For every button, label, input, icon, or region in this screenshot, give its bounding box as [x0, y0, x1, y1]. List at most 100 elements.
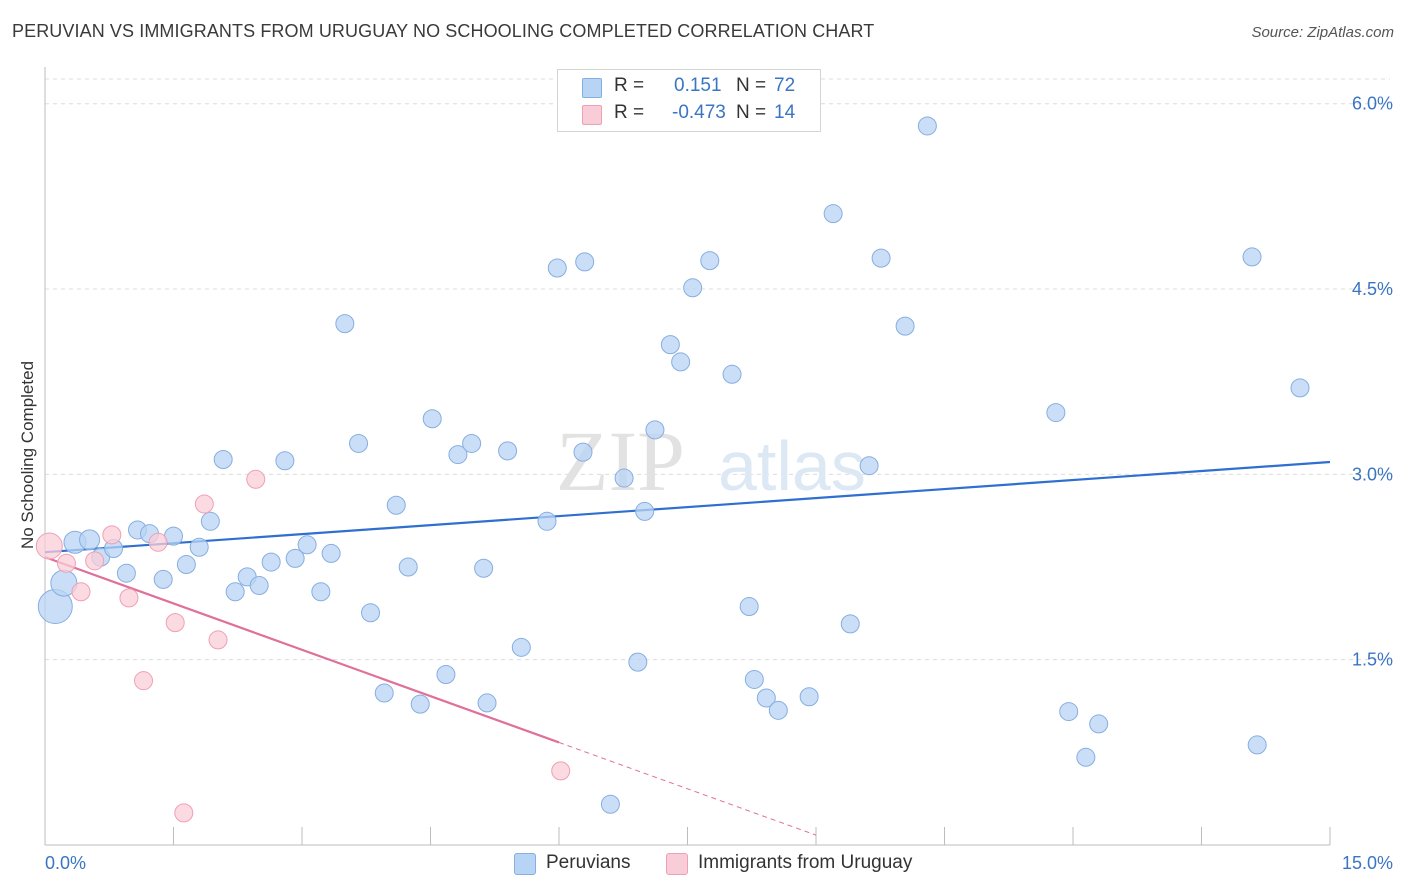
peruvian-point: [275, 451, 295, 471]
uruguay-point: [35, 532, 63, 560]
peruvian-point: [386, 495, 406, 515]
x-tick-label-max: 15.0%: [1342, 853, 1393, 873]
peruvian-point: [756, 688, 776, 708]
y-tick-label: 4.5%: [1352, 279, 1393, 299]
peruvian-point: [511, 637, 531, 657]
uruguay-point: [71, 582, 91, 602]
watermark-zip: ZIP: [556, 413, 685, 509]
chart-title: PERUVIAN VS IMMIGRANTS FROM URUGUAY NO S…: [12, 21, 875, 41]
peruvian-point: [744, 669, 764, 689]
peruvian-point: [321, 543, 341, 563]
uruguay-point: [102, 525, 122, 545]
legend-r-label: R =: [614, 102, 645, 123]
peruvian-point: [768, 700, 788, 720]
axes: [44, 67, 1331, 846]
series-label-peruvians: Peruvians: [546, 852, 631, 873]
peruvian-point: [683, 278, 703, 298]
uruguay-point: [85, 551, 105, 571]
peruvian-point: [436, 665, 456, 685]
peruvian-point: [700, 251, 720, 271]
peruvian-point: [1046, 403, 1066, 423]
peruvian-point: [422, 409, 442, 429]
tick-labels: 1.5% 3.0% 4.5% 6.0% 0.0% 15.0%: [45, 94, 1393, 873]
uruguay-point: [56, 553, 76, 573]
peruvian-point: [474, 558, 494, 578]
peruvian-point: [153, 569, 173, 589]
y-tick-label: 1.5%: [1352, 650, 1393, 670]
uruguay-point: [208, 630, 228, 650]
peruvian-point: [176, 555, 196, 575]
legend-r-label: R =: [614, 75, 645, 96]
correlation-legend: R = 0.151 N = 72 R = -0.473 N = 14: [557, 69, 821, 132]
peruvian-point: [335, 314, 355, 334]
uruguay-point: [194, 494, 214, 514]
peruvian-point: [462, 433, 482, 453]
peruvian-point: [361, 603, 381, 623]
peruvian-point: [840, 614, 860, 634]
legend-swatch-peruvians: [582, 78, 602, 98]
uruguay-point: [174, 803, 194, 823]
peruvian-point: [1076, 747, 1096, 767]
uruguay-point: [165, 613, 185, 633]
peruvian-point: [285, 548, 305, 568]
legend-r-value: 0.151: [674, 75, 722, 96]
legend-n-value: 72: [774, 75, 796, 96]
peruvian-point: [871, 248, 891, 268]
peruvian-point: [374, 683, 394, 703]
uruguay-point: [148, 532, 168, 552]
trend-lines: [44, 460, 1331, 836]
peruvian-point: [739, 597, 759, 617]
peruvian-point: [213, 450, 233, 470]
peruvian-point: [1089, 714, 1109, 734]
peruvian-point: [547, 258, 567, 278]
peruvian-point: [1290, 378, 1310, 398]
trend-line-uruguay: [44, 556, 560, 744]
x-tick-label-min: 0.0%: [45, 853, 86, 873]
y-tick-label: 3.0%: [1352, 464, 1393, 484]
peruvian-point: [297, 535, 317, 555]
peruvian-point: [477, 693, 497, 713]
peruvian-point: [628, 652, 648, 672]
peruvian-point: [189, 537, 209, 557]
peruvian-point: [823, 204, 843, 224]
uruguay-point: [551, 761, 571, 781]
peruvian-point: [600, 794, 620, 814]
y-tick-label: 6.0%: [1352, 94, 1393, 114]
series-label-uruguay: Immigrants from Uruguay: [698, 852, 913, 873]
peruvian-point: [311, 582, 331, 602]
legend-n-label: N =: [736, 75, 767, 96]
peruvian-point: [225, 582, 245, 602]
peruvian-point: [614, 468, 634, 488]
peruvian-point: [573, 442, 593, 462]
peruvian-point: [645, 420, 665, 440]
peruvian-point: [859, 456, 879, 476]
peruvian-point: [635, 501, 655, 521]
peruvian-point: [660, 335, 680, 355]
peruvian-point: [116, 563, 136, 583]
peruvian-point: [410, 694, 430, 714]
uruguay-point: [246, 469, 266, 489]
peruvian-point: [575, 252, 595, 272]
peruvian-point: [349, 433, 369, 453]
watermark-atlas: atlas: [718, 427, 866, 505]
peruvian-point: [1247, 735, 1267, 755]
peruvian-point: [261, 552, 281, 572]
uruguay-point: [119, 588, 139, 608]
series-swatch-peruvians: [514, 853, 536, 875]
peruvian-point: [1242, 247, 1262, 267]
trend-line-peruvians: [44, 460, 1331, 554]
source-credit: Source: ZipAtlas.com: [1251, 24, 1394, 41]
peruvian-point: [671, 352, 691, 372]
uruguay-point: [134, 671, 154, 691]
peruvian-point: [895, 316, 915, 336]
peruvian-point: [200, 511, 220, 531]
legend-n-value: 14: [774, 102, 796, 123]
peruvian-point: [537, 511, 557, 531]
trend-line-uruguay-extension: [558, 741, 817, 836]
legend-swatch-uruguay: [582, 105, 602, 125]
series-swatch-uruguay: [666, 853, 688, 875]
peruvian-point: [498, 441, 518, 461]
peruvian-point: [1059, 702, 1079, 722]
peruvian-point: [448, 445, 468, 465]
